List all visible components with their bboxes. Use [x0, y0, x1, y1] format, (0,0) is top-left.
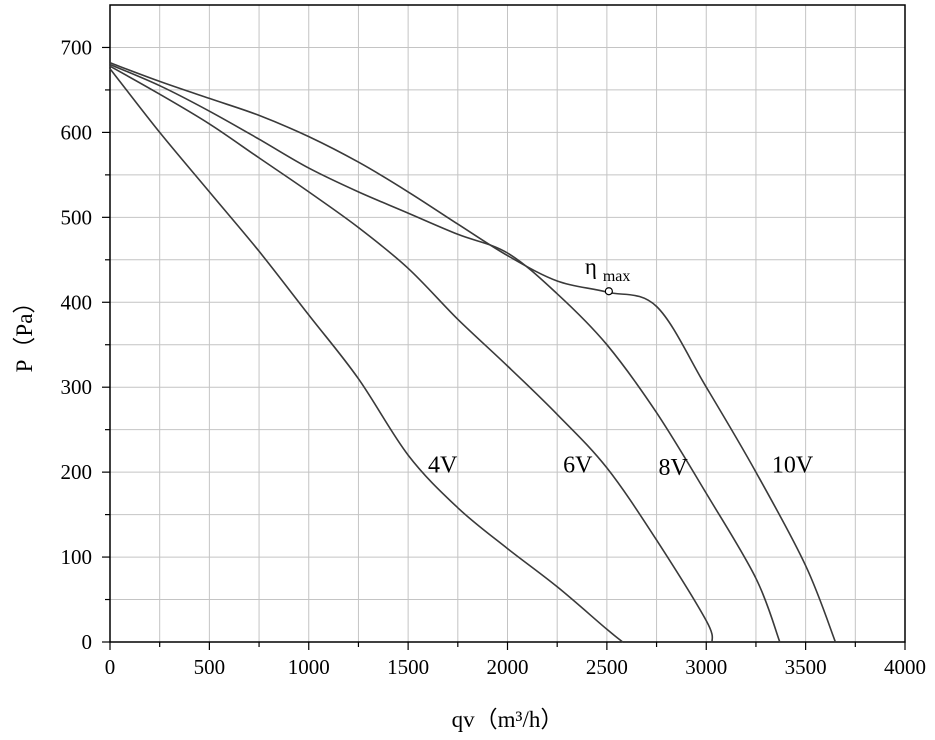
- y-tick-labels: 0 100 200 300 400 500 600 700: [61, 35, 93, 654]
- axis-ticks: [102, 46, 906, 650]
- x-tick-label: 0: [105, 655, 116, 679]
- x-tick-label: 500: [194, 655, 226, 679]
- series-line-6v: [109, 65, 714, 643]
- annotations: η max: [585, 254, 631, 296]
- x-tick-label: 1500: [387, 655, 429, 679]
- x-tick-label: 2000: [487, 655, 529, 679]
- x-tick-labels: 0 500 1000 1500 2000 2500 3000 3500 4000: [105, 655, 926, 679]
- x-tick-label: 4000: [884, 655, 926, 679]
- curve-label-6v: 6V: [563, 453, 593, 479]
- plot-frame: [109, 4, 906, 643]
- y-tick-label: 500: [61, 205, 93, 229]
- x-tick-label: 3500: [785, 655, 827, 679]
- curve-label-10v: 10V: [772, 453, 814, 479]
- series-group: [109, 62, 837, 643]
- x-tick-label: 2500: [586, 655, 628, 679]
- eta-max-marker: [604, 287, 613, 296]
- x-axis-title: qv（m³/h）: [452, 707, 564, 732]
- y-tick-label: 300: [61, 375, 93, 399]
- y-tick-label: 700: [61, 35, 93, 59]
- series-line-4v: [109, 68, 624, 643]
- y-tick-label: 100: [61, 545, 93, 569]
- curve-label-4v: 4V: [428, 453, 458, 479]
- y-tick-label: 400: [61, 290, 93, 314]
- eta-max-subscript: max: [603, 268, 631, 285]
- curve-labels: 4V 6V 8V 10V: [428, 453, 814, 482]
- x-tick-label: 3000: [685, 655, 727, 679]
- eta-max-label: η: [585, 254, 597, 279]
- y-tick-label: 200: [61, 460, 93, 484]
- series-line-10v: [109, 62, 837, 643]
- y-tick-label: 0: [82, 630, 93, 654]
- y-axis-title: P（Pa）: [12, 291, 37, 373]
- y-tick-label: 600: [61, 120, 93, 144]
- curve-label-8v: 8V: [659, 455, 689, 481]
- series-line-8v: [109, 63, 781, 643]
- grid: [110, 5, 905, 642]
- x-tick-label: 1000: [288, 655, 330, 679]
